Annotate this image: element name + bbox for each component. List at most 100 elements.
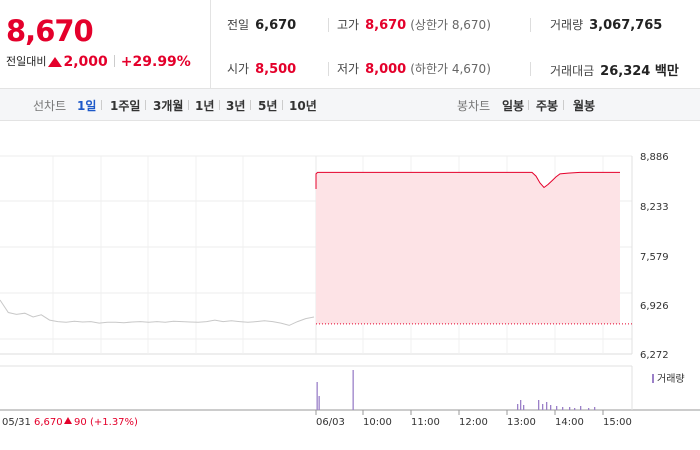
stat-extra: (하한가 4,670) [410, 62, 491, 76]
stats-panel: 전일 6,670 고가 8,670 (상한가 8,670) 거래량 3,067,765 … [210, 0, 700, 88]
volume-bar [352, 370, 354, 410]
y-tick-label: 6,926 [640, 301, 669, 312]
prev-day-line [0, 299, 315, 326]
price-chart[interactable]: 8,886 8,233 7,579 6,926 6,272 거래량 06/03 … [0, 121, 700, 450]
stat-value: 8,000 [365, 62, 407, 77]
stat-value: 8,500 [255, 62, 297, 77]
volume-bar [520, 400, 522, 410]
y-tick-label: 8,886 [640, 152, 669, 163]
prev-day-change-pct: (+1.37%) [90, 417, 138, 428]
divider [219, 100, 220, 110]
x-axis: 06/03 10:00 11:00 12:00 13:00 14:00 15:0… [315, 410, 632, 428]
period-5y-button[interactable]: 5년 [258, 99, 278, 113]
divider [101, 100, 102, 110]
volume-bar [550, 405, 552, 410]
series-layer [0, 171, 632, 410]
price-box: 8,670 전일대비 2,000 +29.99% [0, 0, 211, 88]
stat-value: 8,670 [365, 18, 407, 33]
volume-bar [517, 404, 519, 410]
up-arrow-icon [48, 57, 63, 67]
candle-monthly-button[interactable]: 월봉 [573, 99, 596, 113]
x-tick-label: 14:00 [555, 417, 584, 428]
stat-prev-close: 전일 6,670 [227, 16, 296, 33]
period-1y-button[interactable]: 1년 [195, 99, 215, 113]
period-1d-button[interactable]: 1일 [77, 99, 97, 113]
volume-legend: 거래량 [652, 373, 685, 385]
stat-label: 거래량 [550, 18, 584, 32]
divider [528, 100, 529, 110]
up-arrow-icon [64, 417, 72, 424]
x-tick-label: 11:00 [411, 417, 440, 428]
prev-day-date: 05/31 [2, 417, 31, 428]
divider [328, 62, 329, 76]
divider [282, 100, 283, 110]
volume-bar [538, 400, 540, 410]
period-1w-button[interactable]: 1주일 [110, 99, 141, 113]
x-tick-label: 13:00 [507, 417, 536, 428]
change-label: 전일대비 [6, 55, 47, 68]
today-area-fill [316, 172, 620, 324]
change-amount: 2,000 [63, 54, 108, 70]
stat-label: 전일 [227, 18, 250, 32]
volume-bar [556, 406, 558, 410]
stat-trading-value: 거래대금 26,324 백만 [550, 60, 679, 79]
volume-legend-swatch [652, 374, 654, 383]
stat-label: 시가 [227, 62, 250, 76]
volume-bar [574, 408, 576, 410]
change-row: 전일대비 2,000 +29.99% [6, 53, 191, 70]
period-3m-button[interactable]: 3개월 [153, 99, 184, 113]
volume-legend-label: 거래량 [657, 373, 685, 385]
candle-weekly-button[interactable]: 주봉 [536, 99, 559, 113]
volume-bar [594, 407, 596, 410]
y-tick-label: 6,272 [640, 350, 669, 361]
period-3y-button[interactable]: 3년 [226, 99, 246, 113]
stat-value: 26,324 백만 [600, 64, 679, 79]
divider [188, 100, 189, 110]
volume-bar [562, 407, 564, 410]
stat-label: 저가 [337, 62, 360, 76]
chart-toolbar: 선차트 1일 1주일 3개월 1년 3년 5년 10년 봉차트 일봉 주봉 월봉 [0, 89, 700, 121]
x-tick-label: 06/03 [316, 417, 345, 428]
period-10y-button[interactable]: 10년 [289, 99, 317, 113]
divider [530, 18, 531, 32]
divider [113, 55, 115, 67]
stat-extra: (상한가 8,670) [410, 18, 491, 32]
y-axis: 8,886 8,233 7,579 6,926 6,272 [640, 152, 669, 361]
divider [530, 62, 531, 76]
stat-value: 6,670 [255, 18, 297, 33]
stat-label: 고가 [337, 18, 360, 32]
y-tick-label: 7,579 [640, 252, 669, 263]
stock-summary: 8,670 전일대비 2,000 +29.99% 전일 6,670 고가 8,670 (상… [0, 0, 700, 89]
divider [250, 100, 251, 110]
volume-bar [580, 406, 582, 410]
stat-high: 고가 8,670 (상한가 8,670) [337, 16, 491, 33]
today-price-line [315, 171, 620, 189]
change-percent: +29.99% [120, 54, 191, 70]
y-tick-label: 8,233 [640, 202, 669, 213]
current-price: 8,670 [6, 14, 94, 48]
candle-daily-button[interactable]: 일봉 [502, 99, 525, 113]
prev-day-info: 05/31 6,670 90 (+1.37%) [2, 417, 138, 428]
x-tick-label: 15:00 [603, 417, 632, 428]
stat-volume: 거래량 3,067,765 [550, 16, 662, 33]
volume-bar [542, 404, 544, 410]
stat-label: 거래대금 [550, 64, 595, 78]
stat-value: 3,067,765 [589, 18, 663, 33]
stat-low: 저가 8,000 (하한가 4,670) [337, 60, 491, 77]
volume-bar [316, 382, 318, 410]
volume-bar [546, 402, 548, 410]
divider [145, 100, 146, 110]
divider [328, 18, 329, 32]
x-tick-label: 10:00 [363, 417, 392, 428]
volume-bar [523, 405, 525, 410]
volume-bar [588, 408, 590, 410]
prev-day-change: 90 [74, 417, 87, 428]
x-tick-label: 12:00 [459, 417, 488, 428]
volume-bar [318, 396, 320, 410]
candle-chart-label: 봉차트 [457, 99, 491, 113]
prev-day-close: 6,670 [34, 417, 63, 428]
volume-bar [569, 407, 571, 410]
stat-open: 시가 8,500 [227, 60, 296, 77]
line-chart-label: 선차트 [33, 99, 67, 113]
divider [563, 100, 564, 110]
